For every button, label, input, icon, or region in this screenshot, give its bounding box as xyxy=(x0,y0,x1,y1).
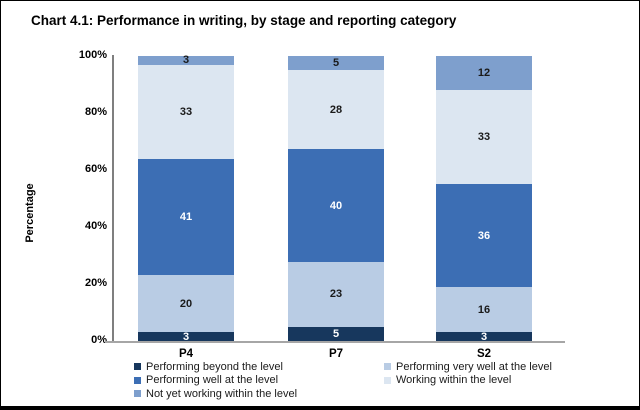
chart-title: Chart 4.1: Performance in writing, by st… xyxy=(31,13,457,28)
legend-item-label: Performing very well at the level xyxy=(396,360,552,373)
legend-item: Not yet working within the level xyxy=(134,387,384,401)
y-tick-label: 20% xyxy=(84,277,107,289)
y-tick-label: 80% xyxy=(84,106,107,118)
y-tick-label: 0% xyxy=(91,334,107,346)
y-tick-label: 60% xyxy=(84,163,107,175)
legend-swatch xyxy=(134,363,141,371)
legend-item: Performing beyond the level xyxy=(134,360,384,374)
bar-segment: 16 xyxy=(436,286,532,333)
bar-segment: 12 xyxy=(436,56,532,91)
plot-area: 3 20 41 33 3 5 23 40 28 5 3 16 36 33 12 xyxy=(113,55,561,342)
legend-item-label: Performing beyond the level xyxy=(146,360,283,373)
bar-segment: 23 xyxy=(288,261,384,327)
stacked-bar-s2: 3 16 36 33 12 xyxy=(436,56,532,342)
bar-segment: 3 xyxy=(138,331,234,342)
legend-item: Working within the level xyxy=(384,374,552,388)
legend-swatch xyxy=(134,390,141,398)
y-axis-title: Percentage xyxy=(24,183,36,243)
bar-segment: 33 xyxy=(436,90,532,185)
stacked-bar-p7: 5 23 40 28 5 xyxy=(288,55,384,341)
y-axis-line xyxy=(112,55,114,342)
y-tick-label: 40% xyxy=(84,220,107,232)
legend-swatch xyxy=(384,376,391,384)
legend-item: Performing very well at the level xyxy=(384,360,552,374)
legend-item-label: Not yet working within the level xyxy=(146,387,298,400)
category-label-s2: S2 xyxy=(476,348,492,360)
category-label-p7: P7 xyxy=(328,348,344,360)
y-tick-label: 100% xyxy=(78,49,107,61)
bar-segment: 40 xyxy=(288,149,384,262)
category-label-p4: P4 xyxy=(178,348,194,360)
legend: Performing beyond the level Performing we… xyxy=(134,360,604,401)
bar-segment: 5 xyxy=(288,55,384,71)
bar-segment: 3 xyxy=(138,55,234,66)
bar-segment: 36 xyxy=(436,184,532,287)
bar-segment: 5 xyxy=(288,326,384,341)
bar-segment: 3 xyxy=(436,331,532,342)
x-axis-line xyxy=(105,341,565,343)
bar-segment: 28 xyxy=(288,70,384,150)
legend-swatch xyxy=(134,376,141,384)
bar-segment: 41 xyxy=(138,158,234,276)
legend-item-label: Performing well at the level xyxy=(146,374,279,387)
legend-item: Performing well at the level xyxy=(134,374,384,388)
stacked-bar-p4: 3 20 41 33 3 xyxy=(138,55,234,342)
legend-swatch xyxy=(384,363,391,371)
bar-segment: 33 xyxy=(138,64,234,159)
bar-segment: 20 xyxy=(138,275,234,333)
legend-column: Performing beyond the level Performing we… xyxy=(134,360,384,401)
legend-item-label: Working within the level xyxy=(396,374,512,387)
legend-column: Performing very well at the level Working… xyxy=(384,360,552,401)
